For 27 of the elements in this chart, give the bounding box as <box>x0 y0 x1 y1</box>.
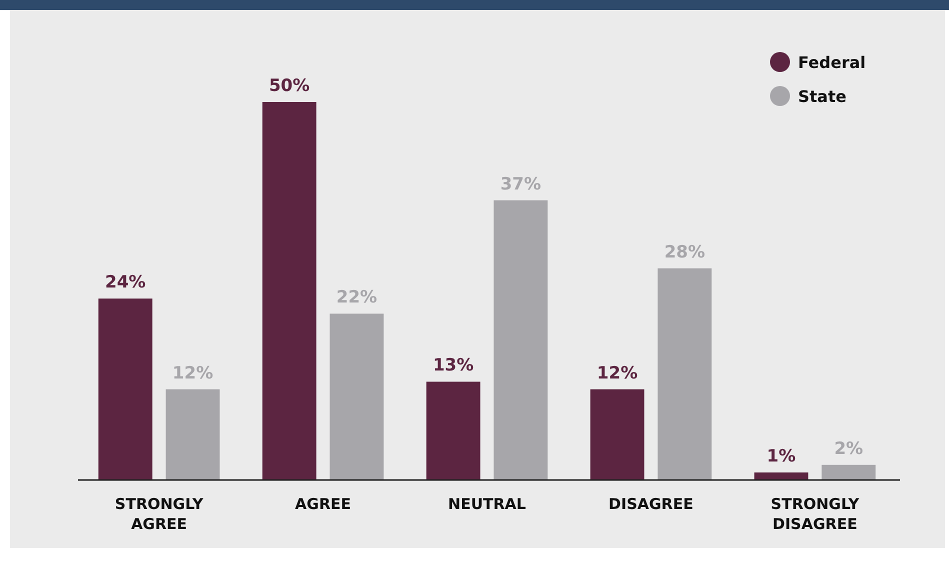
x-tick-label: NEUTRAL <box>448 495 526 513</box>
data-label: 1% <box>766 446 796 466</box>
bar <box>426 382 480 480</box>
data-label: 37% <box>500 174 542 194</box>
x-tick-label: AGREE <box>295 495 352 513</box>
bar <box>330 314 384 480</box>
x-tick-label: DISAGREE <box>608 495 694 513</box>
data-label: 24% <box>105 272 146 293</box>
data-label: 22% <box>336 288 378 308</box>
bar <box>590 389 644 480</box>
bar <box>166 389 220 480</box>
data-label: 28% <box>664 242 706 262</box>
data-label: 12% <box>596 363 638 384</box>
x-tick-label: STRONGLY DISAGREE <box>770 495 860 533</box>
bar <box>262 102 316 480</box>
data-label: 2% <box>834 438 864 459</box>
data-label: 12% <box>172 363 214 384</box>
bar <box>494 200 548 480</box>
data-label: 13% <box>432 356 474 376</box>
x-tick-label: STRONGLY AGREE <box>114 495 204 533</box>
data-label: 50% <box>268 76 310 96</box>
legend-label: Federal <box>798 53 866 72</box>
legend-label: State <box>798 87 847 106</box>
bar <box>98 298 152 480</box>
bar <box>658 268 712 480</box>
bar <box>754 472 808 480</box>
bar <box>822 464 876 480</box>
